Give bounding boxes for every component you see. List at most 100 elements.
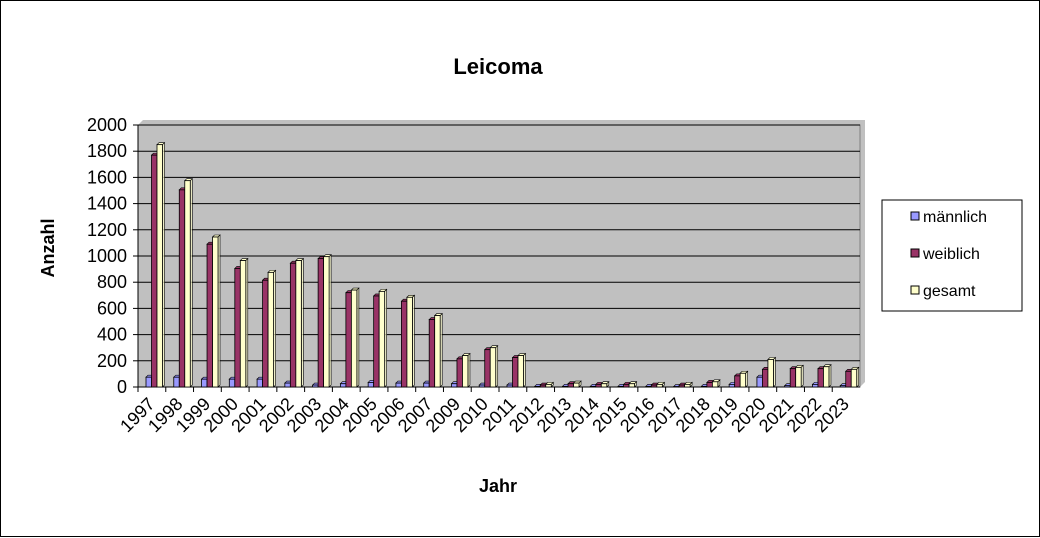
bar bbox=[568, 384, 574, 387]
bar bbox=[179, 190, 185, 387]
x-axis-title: Jahr bbox=[479, 476, 517, 496]
bar bbox=[396, 383, 402, 387]
bar bbox=[507, 385, 513, 387]
legend-swatch bbox=[911, 286, 919, 294]
bar bbox=[685, 384, 691, 387]
bar bbox=[152, 155, 158, 387]
bar bbox=[796, 367, 802, 387]
bar bbox=[457, 359, 463, 387]
y-tick-label: 1800 bbox=[87, 141, 127, 161]
chart-title: Leicoma bbox=[453, 54, 543, 79]
legend-label: weiblich bbox=[922, 246, 980, 263]
y-tick-label: 400 bbox=[97, 325, 127, 345]
bar bbox=[268, 272, 274, 387]
bar bbox=[202, 379, 208, 387]
bar bbox=[368, 382, 374, 387]
bar bbox=[657, 384, 663, 387]
bar bbox=[563, 386, 569, 387]
bar bbox=[318, 259, 324, 387]
y-tick-label: 1600 bbox=[87, 167, 127, 187]
bar bbox=[601, 384, 607, 387]
bar bbox=[285, 383, 291, 387]
bar bbox=[590, 386, 596, 387]
y-tick-label: 0 bbox=[117, 377, 127, 397]
bar bbox=[679, 385, 685, 387]
y-tick-label: 1200 bbox=[87, 220, 127, 240]
legend-label: gesamt bbox=[923, 283, 976, 300]
bar bbox=[324, 257, 330, 387]
bar bbox=[540, 385, 546, 387]
bar bbox=[429, 320, 435, 387]
bar bbox=[518, 356, 524, 387]
bar bbox=[213, 237, 219, 387]
bar bbox=[735, 376, 741, 387]
bar bbox=[790, 369, 796, 387]
bar bbox=[379, 291, 385, 387]
bar bbox=[846, 371, 852, 387]
bar bbox=[207, 244, 213, 387]
legend-swatch bbox=[911, 249, 919, 257]
bar bbox=[490, 348, 496, 387]
y-tick-label: 1400 bbox=[87, 194, 127, 214]
bar bbox=[823, 367, 829, 387]
bar bbox=[235, 268, 241, 387]
bar bbox=[740, 373, 746, 387]
bar bbox=[729, 384, 735, 387]
bar bbox=[346, 293, 352, 387]
bar bbox=[424, 383, 430, 387]
bar bbox=[624, 384, 630, 387]
bar bbox=[651, 385, 657, 387]
bar bbox=[646, 386, 652, 387]
bar bbox=[840, 386, 846, 387]
bar bbox=[479, 385, 485, 387]
bar bbox=[757, 377, 763, 387]
bar bbox=[240, 261, 246, 387]
bar bbox=[535, 386, 541, 387]
y-tick-label: 800 bbox=[97, 272, 127, 292]
y-tick-label: 200 bbox=[97, 351, 127, 371]
plot-area-group: 0200400600800100012001400160018002000199… bbox=[87, 115, 865, 436]
bar bbox=[340, 384, 346, 387]
bar bbox=[574, 383, 580, 387]
bar bbox=[812, 384, 818, 387]
bar bbox=[174, 377, 180, 387]
bar bbox=[401, 301, 407, 387]
bar bbox=[435, 316, 441, 387]
bar bbox=[785, 386, 791, 387]
bar bbox=[296, 261, 302, 387]
bar bbox=[185, 181, 191, 387]
bar bbox=[229, 379, 235, 387]
bar bbox=[513, 358, 519, 387]
bar bbox=[313, 385, 319, 387]
bar bbox=[290, 263, 296, 387]
bar bbox=[701, 386, 707, 387]
bar bbox=[618, 386, 624, 387]
bar bbox=[257, 379, 263, 387]
bar bbox=[546, 384, 552, 387]
bar bbox=[851, 369, 857, 387]
bar bbox=[351, 290, 357, 387]
bar bbox=[712, 382, 718, 387]
bar bbox=[596, 384, 602, 387]
bar bbox=[762, 369, 768, 387]
bar bbox=[146, 377, 152, 387]
y-tick-label: 2000 bbox=[87, 115, 127, 135]
bar bbox=[263, 280, 269, 387]
y-tick-label: 600 bbox=[97, 298, 127, 318]
legend: männlich weiblich gesamt bbox=[882, 200, 1022, 311]
y-axis-title: Anzahl bbox=[38, 218, 58, 277]
legend-label: männlich bbox=[923, 209, 987, 226]
bar bbox=[707, 382, 713, 387]
bar bbox=[485, 350, 491, 387]
y-tick-label: 1000 bbox=[87, 246, 127, 266]
legend-swatch bbox=[911, 212, 919, 220]
bar bbox=[818, 369, 824, 387]
bar bbox=[462, 356, 468, 387]
bar bbox=[629, 384, 635, 387]
bar bbox=[451, 384, 457, 387]
bar bbox=[374, 296, 380, 387]
bar bbox=[157, 145, 163, 387]
bar bbox=[768, 359, 774, 387]
